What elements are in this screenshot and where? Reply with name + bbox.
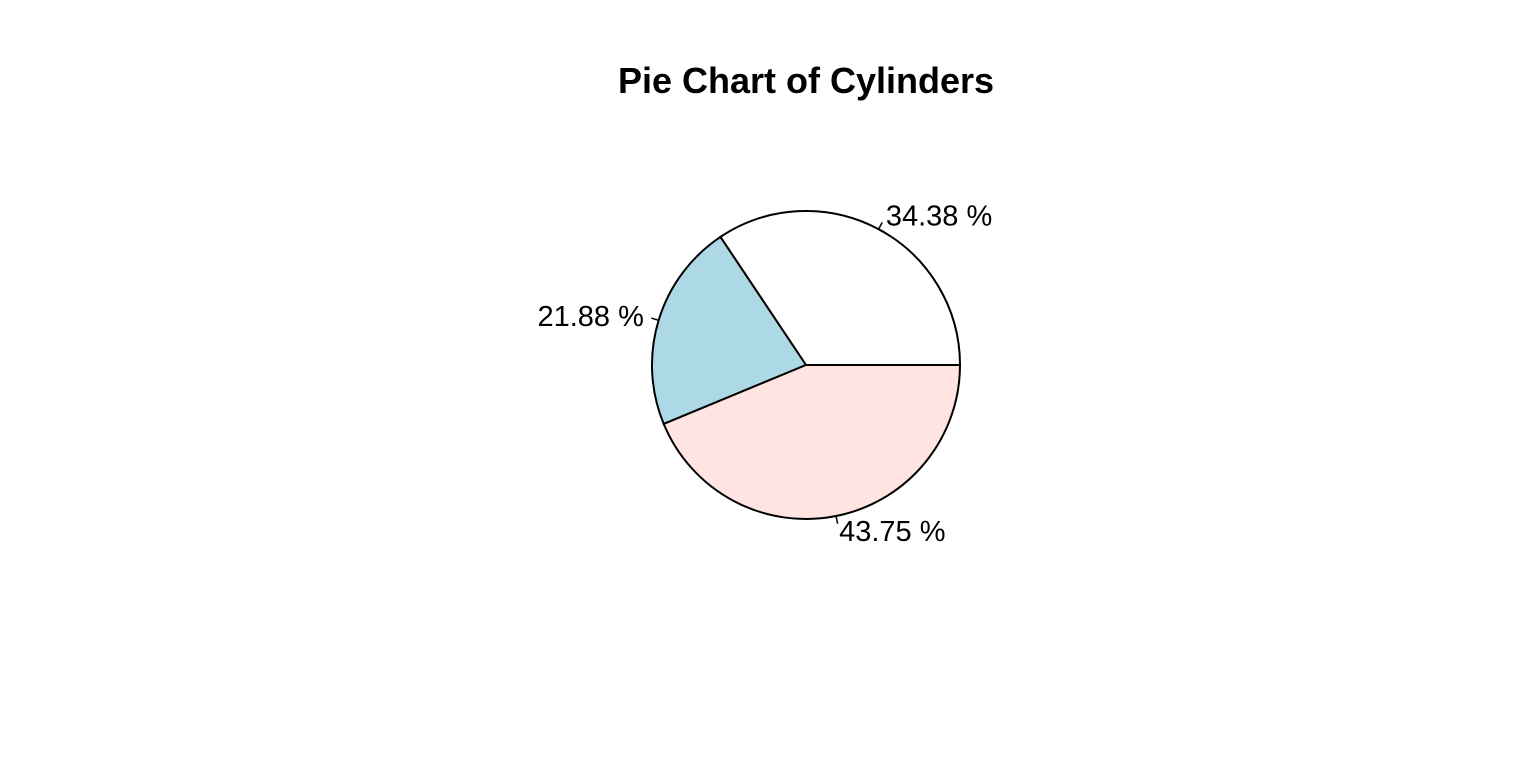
pie-slice-labels: 34.38 % 21.88 % 43.75 % [537,201,992,549]
pie-leader-line [651,317,659,322]
pie-slices [651,210,962,520]
pie-slice-label: 34.38 % [886,201,992,233]
pie-leader-line [835,515,839,524]
pie-leader-lines [651,222,883,524]
pie-slice [651,235,808,426]
pie-slice [662,364,962,520]
pie-slice-label: 21.88 % [537,301,643,333]
pie-leader-line [877,222,883,230]
chart-title: Pie Chart of Cylinders [618,60,994,101]
pie-slice-label: 43.75 % [839,516,945,548]
